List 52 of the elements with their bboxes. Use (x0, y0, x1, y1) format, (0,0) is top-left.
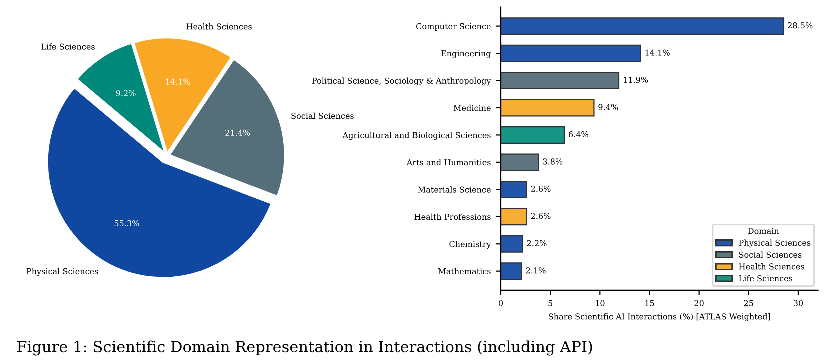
y-tick-label: Engineering (441, 50, 492, 58)
data-label: 28.5% (788, 22, 813, 29)
slice-label: Social Sciences (292, 112, 354, 120)
data-label: 2.6% (531, 186, 551, 192)
data-label: 9.2% (116, 90, 136, 96)
legend-title: Domain (748, 228, 780, 234)
x-tick-label: 25 (744, 300, 754, 306)
legend-label: Social Sciences (739, 252, 802, 258)
data-label: 3.8% (543, 158, 563, 165)
slice-label: Life Sciences (42, 44, 95, 50)
bar (501, 72, 620, 90)
bar (501, 180, 528, 198)
bar (501, 208, 528, 226)
bar (501, 99, 595, 117)
bar (501, 154, 540, 172)
data-label: 9.4% (598, 104, 618, 110)
slice-label: Health Sciences (186, 24, 252, 30)
data-label: 2.6% (531, 213, 551, 220)
bar (501, 262, 522, 280)
data-label: 14.1% (646, 50, 670, 56)
x-axis-title: Share Scientific AI Interactions (%) [ATLAS Weighted] (549, 313, 770, 322)
y-tick-label: Health Professions (414, 214, 491, 220)
bar (501, 126, 566, 144)
data-label: 55.3% (114, 220, 140, 227)
x-tick-label: 20 (694, 300, 704, 306)
y-tick-label: Chemistry (450, 241, 492, 249)
y-tick-label: Medicine (454, 104, 491, 112)
bar (501, 235, 524, 253)
y-tick-label: Computer Science (416, 23, 491, 32)
data-label: 14.1% (166, 78, 190, 85)
slice-label: Physical Sciences (26, 268, 98, 276)
caption: Figure 1: Scientific Domain Representation in Interactions (including API) (18, 340, 592, 356)
data-label: 11.9% (624, 77, 648, 84)
y-tick-label: Agricultural and Biological Sciences (342, 132, 491, 140)
x-tick-label: 5 (548, 300, 553, 306)
data-label: 2.1% (526, 268, 546, 274)
legend-label: Health Sciences (739, 264, 804, 270)
y-tick-label: Materials Science (418, 186, 491, 193)
y-tick-label: Political Science, Sociology & Anthropology (312, 78, 492, 86)
x-tick-label: 15 (646, 300, 654, 306)
x-tick-label: 10 (596, 300, 605, 306)
y-tick-label: Arts and Humanities (406, 159, 491, 166)
y-tick-label: Mathematics (438, 268, 491, 275)
data-label: 6.4% (568, 131, 588, 138)
legend-label: Life Sciences (739, 275, 793, 282)
data-label: 21.4% (226, 130, 250, 136)
bar (501, 18, 784, 36)
data-label: 2.2% (527, 240, 547, 246)
bar (501, 44, 642, 62)
x-tick-label: 0 (498, 300, 504, 306)
x-tick-label: 30 (794, 300, 804, 306)
legend-label: Physical Sciences (739, 240, 811, 248)
